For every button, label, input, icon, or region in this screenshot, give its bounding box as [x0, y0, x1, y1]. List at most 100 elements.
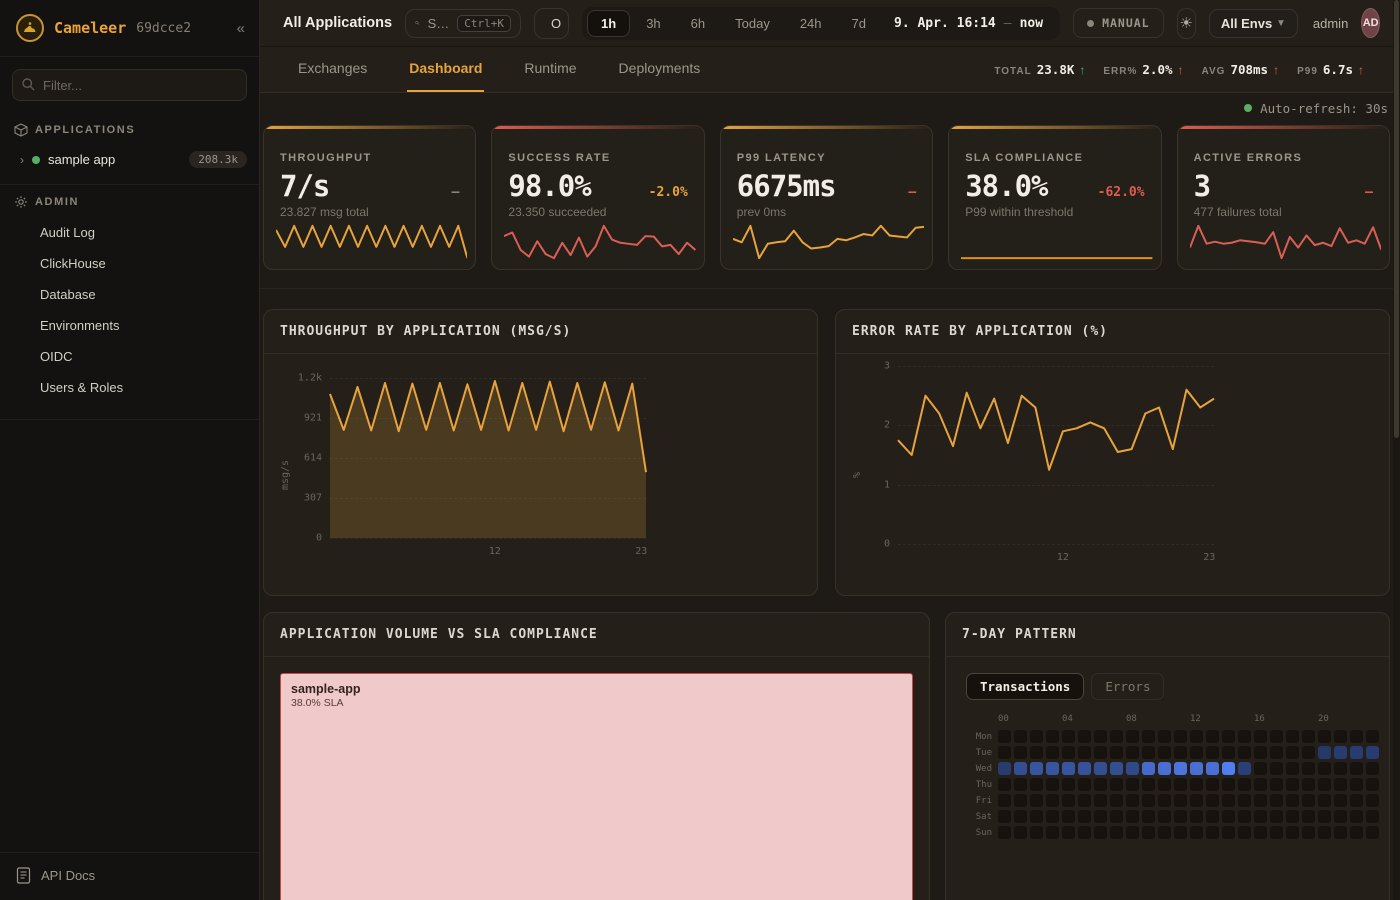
heatmap-cell[interactable]: [1110, 810, 1123, 823]
heatmap-cell[interactable]: [1110, 762, 1123, 775]
heatmap-cell[interactable]: [1222, 794, 1235, 807]
heatmap-cell[interactable]: [1014, 826, 1027, 839]
heatmap-cell[interactable]: [1286, 810, 1299, 823]
range-1h[interactable]: 1h: [587, 9, 631, 37]
heatmap-cell[interactable]: [1286, 730, 1299, 743]
sidebar-item-sample-app[interactable]: › sample app 208.3k: [0, 143, 259, 176]
sidebar-collapse-icon[interactable]: «: [236, 19, 245, 37]
heatmap-cell[interactable]: [1142, 810, 1155, 823]
heatmap-cell[interactable]: [1238, 826, 1251, 839]
heatmap-cell[interactable]: [1366, 826, 1379, 839]
heatmap-cell[interactable]: [1174, 746, 1187, 759]
heatmap-cell[interactable]: [1142, 778, 1155, 791]
kpi-card-p99-latency[interactable]: P99 LATENCY 6675ms – prev 0ms: [719, 125, 934, 270]
heatmap-cell[interactable]: [1206, 762, 1219, 775]
toggle-transactions[interactable]: Transactions: [966, 673, 1085, 700]
theme-toggle-button[interactable]: ☀: [1176, 7, 1196, 39]
heatmap-cell[interactable]: [1046, 810, 1059, 823]
heatmap-cell[interactable]: [1206, 730, 1219, 743]
heatmap-cell[interactable]: [1110, 826, 1123, 839]
heatmap-cell[interactable]: [1142, 762, 1155, 775]
date-range-display[interactable]: 9. Apr. 16:14 — now: [882, 16, 1055, 31]
heatmap-cell[interactable]: [1302, 778, 1315, 791]
heatmap-cell[interactable]: [1046, 746, 1059, 759]
tab-deployments[interactable]: Deployments: [618, 60, 701, 76]
heatmap-cell[interactable]: [1222, 778, 1235, 791]
heatmap-cell[interactable]: [1046, 794, 1059, 807]
heatmap-cell[interactable]: [1078, 794, 1091, 807]
treemap-item-sample-app[interactable]: sample-app 38.0% SLA: [280, 673, 913, 900]
heatmap-cell[interactable]: [1206, 826, 1219, 839]
heatmap-cell[interactable]: [1078, 810, 1091, 823]
scrollbar-thumb[interactable]: [1394, 0, 1399, 438]
error-rate-plot[interactable]: [898, 366, 1214, 545]
toggle-errors[interactable]: Errors: [1091, 673, 1165, 700]
heatmap-cell[interactable]: [1110, 730, 1123, 743]
heatmap-cell[interactable]: [1334, 794, 1347, 807]
heatmap-cell[interactable]: [1222, 730, 1235, 743]
heatmap-cell[interactable]: [1318, 762, 1331, 775]
heatmap-cell[interactable]: [1254, 826, 1267, 839]
heatmap-cell[interactable]: [1302, 810, 1315, 823]
heatmap-cell[interactable]: [1254, 794, 1267, 807]
heatmap-cell[interactable]: [1190, 794, 1203, 807]
heatmap-cell[interactable]: [1094, 778, 1107, 791]
heatmap-cell[interactable]: [1318, 746, 1331, 759]
heatmap-cell[interactable]: [998, 826, 1011, 839]
heatmap-cell[interactable]: [1046, 826, 1059, 839]
heatmap-cell[interactable]: [1030, 794, 1043, 807]
heatmap-cell[interactable]: [1126, 810, 1139, 823]
heatmap-cell[interactable]: [1046, 762, 1059, 775]
heatmap-cell[interactable]: [1270, 794, 1283, 807]
heatmap-cell[interactable]: [1350, 778, 1363, 791]
range-3h[interactable]: 3h: [632, 10, 674, 37]
heatmap-cell[interactable]: [1158, 730, 1171, 743]
heatmap-cell[interactable]: [1094, 746, 1107, 759]
heatmap-cell[interactable]: [1334, 746, 1347, 759]
sidebar-item-database[interactable]: Database: [40, 287, 96, 302]
filter-input[interactable]: [12, 69, 247, 101]
heatmap-cell[interactable]: [1174, 762, 1187, 775]
heatmap-cell[interactable]: [1126, 730, 1139, 743]
heatmap-cell[interactable]: [1318, 794, 1331, 807]
heatmap-cell[interactable]: [1062, 778, 1075, 791]
heatmap-cell[interactable]: [1062, 730, 1075, 743]
connection-status-chip[interactable]: O: [534, 7, 570, 39]
heatmap-cell[interactable]: [1302, 826, 1315, 839]
heatmap-cell[interactable]: [1222, 762, 1235, 775]
sidebar-item-users-roles[interactable]: Users & Roles: [40, 380, 124, 395]
heatmap-cell[interactable]: [1270, 762, 1283, 775]
heatmap-cell[interactable]: [1254, 810, 1267, 823]
heatmap-cell[interactable]: [1190, 810, 1203, 823]
sidebar-item-audit-log[interactable]: Audit Log: [40, 225, 95, 240]
heatmap-cell[interactable]: [1206, 810, 1219, 823]
heatmap-cell[interactable]: [1014, 794, 1027, 807]
heatmap-cell[interactable]: [1174, 826, 1187, 839]
heatmap-cell[interactable]: [1334, 778, 1347, 791]
heatmap-cell[interactable]: [1158, 810, 1171, 823]
heatmap-cell[interactable]: [1030, 762, 1043, 775]
heatmap-cell[interactable]: [1302, 762, 1315, 775]
heatmap-cell[interactable]: [1014, 730, 1027, 743]
heatmap-cell[interactable]: [1094, 762, 1107, 775]
heatmap-cell[interactable]: [1334, 826, 1347, 839]
throughput-plot[interactable]: [330, 378, 646, 539]
range-today[interactable]: Today: [721, 10, 784, 37]
heatmap-cell[interactable]: [998, 810, 1011, 823]
heatmap-cell[interactable]: [1238, 810, 1251, 823]
heatmap-cell[interactable]: [998, 746, 1011, 759]
heatmap-cell[interactable]: [1094, 810, 1107, 823]
heatmap-cell[interactable]: [1238, 746, 1251, 759]
heatmap-cell[interactable]: [1078, 730, 1091, 743]
heatmap-cell[interactable]: [1366, 794, 1379, 807]
heatmap-cell[interactable]: [1318, 778, 1331, 791]
range-6h[interactable]: 6h: [677, 10, 719, 37]
heatmap-cell[interactable]: [1078, 762, 1091, 775]
heatmap-cell[interactable]: [1062, 746, 1075, 759]
heatmap-cell[interactable]: [1254, 730, 1267, 743]
heatmap-cell[interactable]: [1094, 730, 1107, 743]
heatmap-cell[interactable]: [1014, 762, 1027, 775]
heatmap-cell[interactable]: [1014, 778, 1027, 791]
heatmap-cell[interactable]: [1270, 730, 1283, 743]
heatmap-cell[interactable]: [1174, 730, 1187, 743]
